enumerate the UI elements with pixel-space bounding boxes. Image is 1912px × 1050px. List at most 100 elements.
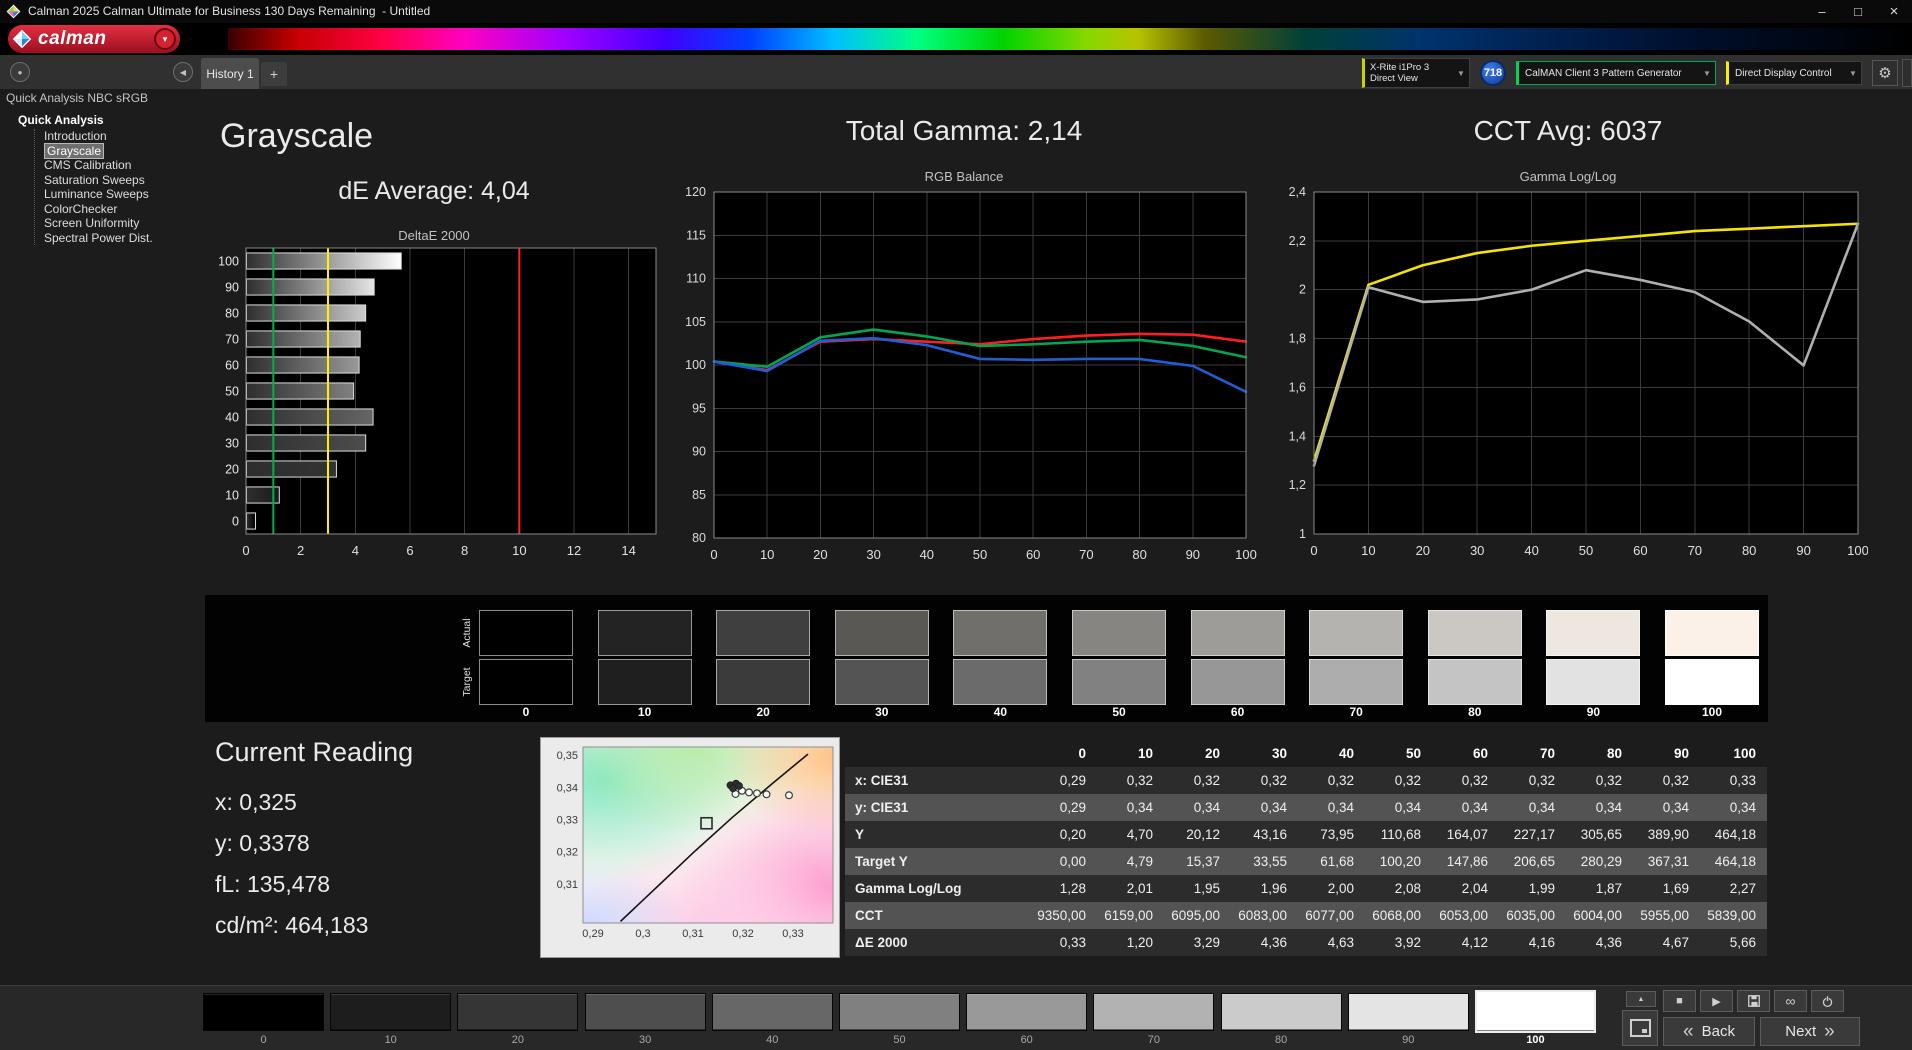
svg-text:80: 80 [1132, 547, 1146, 562]
measurement-table: 0 10 20 30 40 50 60 70 80 90 100 x: CIE31 0,29 0,32 0,… [845, 740, 1767, 956]
save-button[interactable] [1737, 990, 1770, 1012]
back-button[interactable]: « Back [1663, 1017, 1755, 1046]
pattern-patch-label: 40 [766, 1034, 779, 1046]
sidebar-item-colorchecker[interactable]: ColorChecker [44, 201, 118, 216]
svg-text:50: 50 [225, 385, 239, 399]
pattern-patch-0[interactable] [203, 993, 324, 1031]
swatch-column-label: 50 [1112, 705, 1126, 719]
pin-icon: ● [17, 67, 23, 77]
play-button[interactable]: ▶ [1700, 990, 1733, 1012]
pattern-patch-label: 80 [1274, 1034, 1288, 1046]
meter-badge[interactable]: 718 [1480, 60, 1506, 86]
table-cell: 2,01 [1126, 881, 1153, 896]
pattern-generator-select[interactable]: CalMAN Client 3 Pattern Generator ▼ [1516, 61, 1716, 85]
svg-text:1,2: 1,2 [1289, 478, 1306, 492]
sidebar-item-introduction[interactable]: Introduction [44, 129, 107, 143]
table-cell: 0,34 [1662, 800, 1689, 815]
target-swatch-80 [1427, 659, 1522, 705]
svg-text:14: 14 [621, 543, 635, 558]
power-icon [1822, 995, 1833, 1007]
swatch-column-label: 60 [1230, 705, 1245, 719]
svg-text:20: 20 [1416, 543, 1430, 558]
pattern-patch-70[interactable] [1093, 993, 1215, 1031]
stop-icon: ■ [1676, 995, 1683, 1007]
svg-text:30: 30 [866, 547, 880, 562]
target-swatch-90 [1546, 659, 1641, 705]
pattern-patch-80[interactable] [1220, 993, 1342, 1031]
svg-text:2,4: 2,4 [1289, 185, 1306, 199]
tab-history-1[interactable]: History 1 [201, 58, 259, 89]
svg-text:0,32: 0,32 [557, 847, 578, 859]
actual-swatch-90 [1546, 610, 1641, 656]
sidebar-item-luminance-sweeps[interactable]: Luminance Sweeps [44, 187, 149, 201]
pattern-patch-30[interactable] [584, 993, 706, 1031]
edge-partial-button[interactable] [1902, 59, 1912, 87]
maximize-button[interactable]: □ [1854, 4, 1862, 19]
stop-button[interactable]: ■ [1663, 990, 1696, 1012]
svg-text:50: 50 [973, 547, 987, 562]
add-tab-button[interactable]: + [261, 62, 287, 86]
table-cell: 1,87 [1595, 881, 1622, 896]
grayscale-swatch-strip: Actual Target 0 10 20 30 40 50 60 70 80 90 100 [205, 595, 1768, 722]
svg-text:2,2: 2,2 [1289, 234, 1306, 248]
table-cell: 4,70 [1126, 827, 1153, 842]
table-header-cell: 10 [1137, 746, 1153, 761]
sidebar-item-saturation-sweeps[interactable]: Saturation Sweeps [44, 172, 145, 187]
svg-text:90: 90 [225, 281, 239, 295]
pattern-patch-50[interactable] [839, 993, 960, 1031]
svg-text:80: 80 [692, 531, 706, 545]
table-row-label: y: CIE31 [855, 800, 909, 815]
table-cell: 1,20 [1126, 935, 1153, 950]
table-cell: 0,32 [1461, 773, 1488, 788]
pattern-patch-20[interactable] [457, 993, 579, 1031]
calman-diamond-icon [12, 29, 32, 49]
table-cell: 2,00 [1327, 881, 1354, 896]
display-control-select[interactable]: Direct Display Control ▼ [1726, 61, 1862, 85]
collapse-sidebar-button[interactable]: ◀ [173, 62, 193, 82]
svg-text:40: 40 [225, 411, 239, 425]
pattern-patch-90[interactable] [1347, 993, 1469, 1031]
actual-swatch-30 [834, 610, 929, 656]
meter-select[interactable]: X-Rite i1Pro 3 Direct View ▼ [1362, 58, 1470, 88]
svg-text:70: 70 [225, 333, 239, 347]
pattern-patch-60[interactable] [966, 993, 1088, 1031]
swatch-column-label: 10 [637, 705, 652, 719]
svg-text:30: 30 [225, 437, 239, 451]
swatch-column-label: 40 [993, 705, 1008, 719]
sidebar-item-grayscale[interactable]: Grayscale [44, 142, 200, 159]
table-cell: 0,34 [1729, 800, 1756, 815]
target-swatch-10 [597, 659, 692, 705]
actual-swatch-10 [597, 610, 692, 656]
table-cell: 1,69 [1662, 881, 1689, 896]
next-button[interactable]: Next » [1760, 1017, 1860, 1046]
table-cell: 61,68 [1320, 854, 1354, 869]
pattern-up-button[interactable]: ▲ [1626, 991, 1656, 1007]
sidebar-root-quick-analysis[interactable]: Quick Analysis [18, 113, 104, 127]
pattern-patch-label: 100 [1526, 1034, 1545, 1046]
minimize-button[interactable]: – [1818, 4, 1826, 19]
table-corner-cell [845, 740, 1029, 767]
close-button[interactable]: × [1889, 3, 1899, 20]
power-button[interactable] [1811, 990, 1844, 1012]
target-row-label: Target [461, 667, 473, 697]
pattern-patch-10[interactable] [330, 993, 452, 1031]
sidebar-item-cms-calibration[interactable]: CMS Calibration [44, 158, 132, 172]
sidebar-header: Quick Analysis NBC sRGB [6, 91, 149, 105]
pin-button[interactable]: ● [10, 62, 30, 82]
continuous-measure-button[interactable]: ∞ [1774, 990, 1807, 1012]
pattern-window-button[interactable] [1622, 1010, 1658, 1046]
svg-text:20: 20 [225, 463, 239, 477]
calman-logo-button[interactable]: calman ▼ [8, 25, 180, 53]
sidebar-item-screen-uniformity[interactable]: Screen Uniformity [44, 216, 140, 230]
logo-menu-icon[interactable]: ▼ [154, 28, 176, 50]
svg-text:60: 60 [225, 359, 239, 373]
table-cell: 0,32 [1260, 773, 1287, 788]
table-cell: 4,67 [1662, 935, 1689, 950]
target-swatch-0 [479, 659, 573, 705]
pattern-patch-100[interactable] [1475, 990, 1596, 1033]
svg-text:105: 105 [685, 315, 706, 329]
settings-gear-button[interactable]: ⚙ [1872, 60, 1898, 86]
pattern-patch-40[interactable] [711, 993, 833, 1031]
sidebar-item-spectral-power-dist[interactable]: Spectral Power Dist. [44, 230, 153, 245]
current-reading-title: Current Reading [215, 737, 414, 767]
